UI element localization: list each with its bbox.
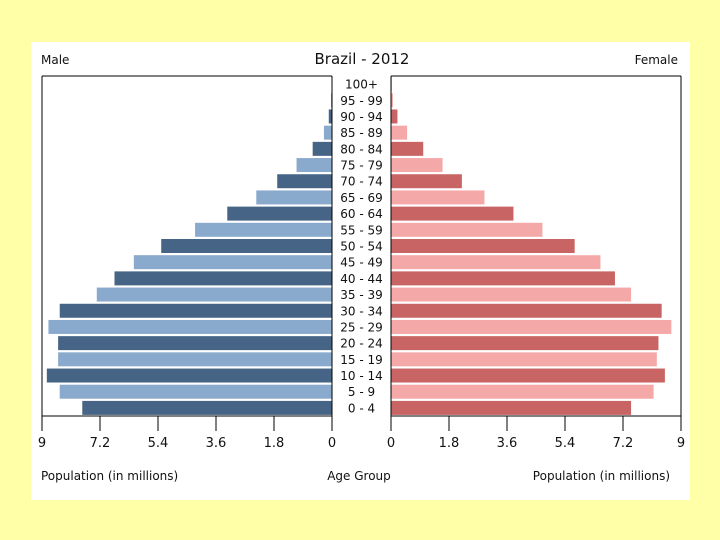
male-bar-65-69 xyxy=(256,190,332,205)
female-bar-20-24 xyxy=(391,336,659,351)
female-tick-label: 7.2 xyxy=(613,436,634,451)
female-bar-95-99 xyxy=(391,93,393,108)
male-bar-85-89 xyxy=(323,125,332,140)
male-tick-label: 0 xyxy=(328,436,336,451)
male-tick-label: 1.8 xyxy=(264,436,285,451)
x-axis-label-right: Population (in millions) xyxy=(533,469,670,483)
x-axis-label-left: Population (in millions) xyxy=(41,469,178,483)
female-bar-50-54 xyxy=(391,239,575,253)
male-bar-20-24 xyxy=(58,336,332,351)
female-bar-35-39 xyxy=(391,287,632,302)
female-bar-85-89 xyxy=(391,125,408,140)
female-bar-40-44 xyxy=(391,271,615,286)
bars-layer xyxy=(46,77,672,415)
female-bar-5-9 xyxy=(391,384,654,399)
chart-panel: Brazil - 2012 Male Female Population (in… xyxy=(31,42,690,500)
female-bar-15-19 xyxy=(391,352,657,367)
age-group-label: 40 - 44 xyxy=(340,272,383,286)
age-group-label: 20 - 24 xyxy=(340,337,383,351)
female-bar-70-74 xyxy=(391,174,462,189)
male-bar-5-9 xyxy=(59,384,332,399)
female-bar-25-29 xyxy=(391,319,672,334)
female-tick-label: 3.6 xyxy=(497,436,518,451)
age-group-label: 85 - 89 xyxy=(340,126,383,140)
male-bar-60-64 xyxy=(227,206,332,221)
male-bar-35-39 xyxy=(96,287,333,302)
female-bar-65-69 xyxy=(391,190,485,205)
age-group-label: 10 - 14 xyxy=(340,369,383,383)
male-bar-50-54 xyxy=(161,239,332,253)
male-bar-0-4 xyxy=(82,400,333,415)
age-group-label: 75 - 79 xyxy=(340,159,383,173)
male-bar-70-74 xyxy=(277,174,332,189)
age-group-label: 15 - 19 xyxy=(340,353,383,367)
male-bar-55-59 xyxy=(195,222,332,237)
age-group-label: 30 - 34 xyxy=(340,304,383,318)
age-group-label: 35 - 39 xyxy=(340,288,383,302)
male-tick-label: 5.4 xyxy=(148,436,169,451)
male-label: Male xyxy=(41,53,69,67)
age-group-label: 100+ xyxy=(345,78,378,92)
age-group-label: 90 - 94 xyxy=(340,110,383,124)
male-tick-label: 9 xyxy=(38,436,46,451)
age-group-label: 95 - 99 xyxy=(340,94,383,108)
age-group-label: 80 - 84 xyxy=(340,142,383,156)
female-label: Female xyxy=(635,53,678,67)
female-bar-90-94 xyxy=(391,109,398,124)
male-bar-90-94 xyxy=(328,109,332,124)
female-tick-label: 5.4 xyxy=(555,436,576,451)
female-tick-label: 1.8 xyxy=(439,436,460,451)
male-bar-25-29 xyxy=(48,319,332,334)
male-bar-40-44 xyxy=(114,271,332,286)
age-group-label: 65 - 69 xyxy=(340,191,383,205)
male-tick-label: 3.6 xyxy=(206,436,227,451)
female-tick-label: 0 xyxy=(387,436,395,451)
age-labels-layer: 0 - 4 5 - 9 10 - 14 15 - 19 20 - 24 25 - 29 30… xyxy=(340,78,383,416)
age-group-label: 60 - 64 xyxy=(340,207,383,221)
female-bar-30-34 xyxy=(391,303,662,318)
chart-title: Brazil - 2012 xyxy=(315,50,410,68)
male-bar-45-49 xyxy=(133,255,332,270)
female-bar-45-49 xyxy=(391,255,601,270)
age-group-label: 0 - 4 xyxy=(348,401,375,415)
axes-layer: 9 0 7.2 1.8 5.4 3.6 3.6 5.4 1.8 7.2 0 9 xyxy=(38,75,685,451)
female-bar-55-59 xyxy=(391,222,543,237)
female-bar-0-4 xyxy=(391,400,632,415)
male-bar-30-34 xyxy=(59,303,332,318)
age-group-label: 25 - 29 xyxy=(340,320,383,334)
age-group-label: 5 - 9 xyxy=(348,385,375,399)
male-bar-80-84 xyxy=(312,141,332,156)
male-bar-10-14 xyxy=(46,368,332,383)
age-group-label: 70 - 74 xyxy=(340,175,383,189)
female-tick-label: 9 xyxy=(677,436,685,451)
age-group-label: 50 - 54 xyxy=(340,240,383,254)
male-tick-label: 7.2 xyxy=(90,436,111,451)
population-pyramid-chart: Brazil - 2012 Male Female Population (in… xyxy=(38,50,685,483)
age-group-label: 55 - 59 xyxy=(340,223,383,237)
male-bar-75-79 xyxy=(296,158,332,173)
male-bar-15-19 xyxy=(58,352,332,367)
female-bar-80-84 xyxy=(391,141,424,156)
female-bar-60-64 xyxy=(391,206,514,221)
x-axis-label-center: Age Group xyxy=(327,469,391,483)
female-bar-75-79 xyxy=(391,158,443,173)
age-group-label: 45 - 49 xyxy=(340,256,383,270)
female-bar-10-14 xyxy=(391,368,665,383)
